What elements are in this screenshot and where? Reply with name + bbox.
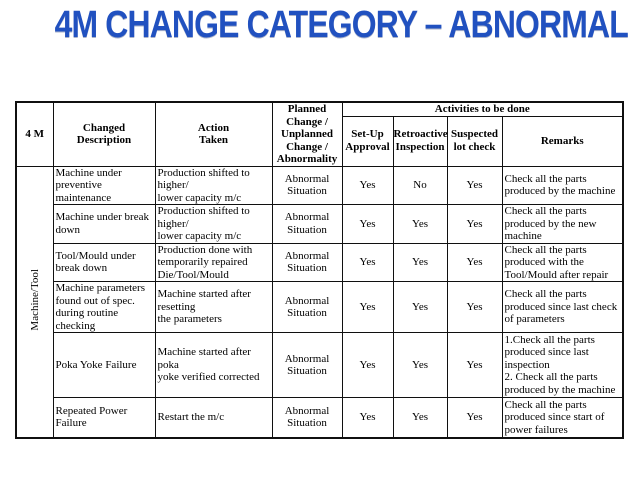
cell-planned-change: Abnormal Situation [271, 204, 343, 244]
header-row-sub: Set-Up Approval Retroactive Inspection S… [16, 116, 624, 167]
cell-suspected-lot-check: Yes [446, 397, 503, 438]
cell-setup-approval: Yes [341, 204, 394, 244]
cell-changed-description: Machine under preventive maintenance [52, 165, 156, 205]
cell-changed-description: Machine parameters found out of spec. du… [52, 281, 156, 333]
table-row: Machine/Tool Machine under preventive ma… [15, 165, 624, 438]
cell-action-taken: Restart the m/c [154, 397, 273, 438]
page-title: 4M CHANGE CATEGORY – ABNORMAL [54, 4, 629, 46]
cell-retroactive-inspection: Yes [392, 397, 448, 438]
header-retroactive-inspection: Retroactive Inspection [392, 116, 448, 167]
cell-action-taken: Production shifted to higher/ lower capa… [154, 165, 273, 205]
cell-planned-change: Abnormal Situation [271, 165, 343, 205]
cell-suspected-lot-check: Yes [446, 242, 503, 282]
header-remarks: Remarks [501, 116, 624, 167]
cell-retroactive-inspection: Yes [392, 242, 448, 282]
cell-planned-change: Abnormal Situation [271, 281, 343, 333]
cell-suspected-lot-check: Yes [446, 165, 503, 205]
cell-action-taken: Machine started after poka yoke verified… [154, 332, 273, 398]
cell-changed-description: Tool/Mould under break down [52, 242, 156, 282]
header-activities: Activities to be done [341, 101, 624, 118]
4m-change-table: 4 M Changed Description Action Taken Pla… [15, 101, 625, 439]
4m-change-table-container: 4 M Changed Description Action Taken Pla… [15, 101, 625, 439]
cell-retroactive-inspection: No [392, 165, 448, 205]
cell-action-taken: Production shifted to higher/ lower capa… [154, 204, 273, 244]
cell-planned-change: Abnormal Situation [271, 242, 343, 282]
table-row: Repeated Power Failure Restart the m/c A… [16, 397, 624, 438]
cell-setup-approval: Yes [341, 281, 394, 333]
header-4m: 4 M [15, 101, 54, 167]
cell-action-taken: Machine started after resetting the para… [154, 281, 273, 333]
header-action-taken: Action Taken [154, 101, 273, 167]
cell-remarks: Check all the parts produced since last … [501, 281, 624, 333]
cell-remarks: Check all the parts produced by the mach… [501, 165, 624, 205]
header-suspected-lot-check: Suspected lot check [446, 116, 503, 167]
cell-setup-approval: Yes [341, 165, 394, 205]
cell-setup-approval: Yes [341, 397, 394, 438]
header-row-top: 4 M Changed Description Action Taken Pla… [15, 101, 624, 167]
header-changed-description: Changed Description [52, 101, 156, 167]
cell-suspected-lot-check: Yes [446, 204, 503, 244]
cell-changed-description: Poka Yoke Failure [52, 332, 156, 398]
cell-suspected-lot-check: Yes [446, 281, 503, 333]
cell-suspected-lot-check: Yes [446, 332, 503, 398]
header-planned-change: Planned Change / Unplanned Change / Abno… [271, 101, 343, 167]
cell-remarks: Check all the parts produced by the new … [501, 204, 624, 244]
cell-changed-description: Machine under break down [52, 204, 156, 244]
cell-remarks: 1.Check all the parts produced since las… [501, 332, 624, 398]
cell-retroactive-inspection: Yes [392, 204, 448, 244]
cell-planned-change: Abnormal Situation [271, 332, 343, 398]
cell-changed-description: Repeated Power Failure [52, 397, 156, 438]
table-row: Tool/Mould under break down Production d… [16, 242, 624, 282]
cell-setup-approval: Yes [341, 242, 394, 282]
cell-remarks: Check all the parts produced with the To… [501, 242, 624, 282]
table-row: Poka Yoke Failure Machine started after … [16, 332, 624, 398]
cell-action-taken: Production done with temporarily repaire… [154, 242, 273, 282]
cell-planned-change: Abnormal Situation [271, 397, 343, 438]
slide-header: 4M CHANGE CATEGORY – ABNORMAL 4M CHANGE … [0, 6, 638, 64]
row-group-label: Machine/Tool [28, 268, 41, 331]
table-row: Machine under break down Production shif… [16, 204, 624, 244]
header-setup-approval: Set-Up Approval [341, 116, 394, 167]
cell-retroactive-inspection: Yes [392, 332, 448, 398]
row-group-cell: Machine/Tool [15, 165, 54, 438]
cell-retroactive-inspection: Yes [392, 281, 448, 333]
cell-remarks: Check all the parts produced since start… [501, 397, 624, 438]
table-row: Machine parameters found out of spec. du… [16, 281, 624, 333]
cell-setup-approval: Yes [341, 332, 394, 398]
